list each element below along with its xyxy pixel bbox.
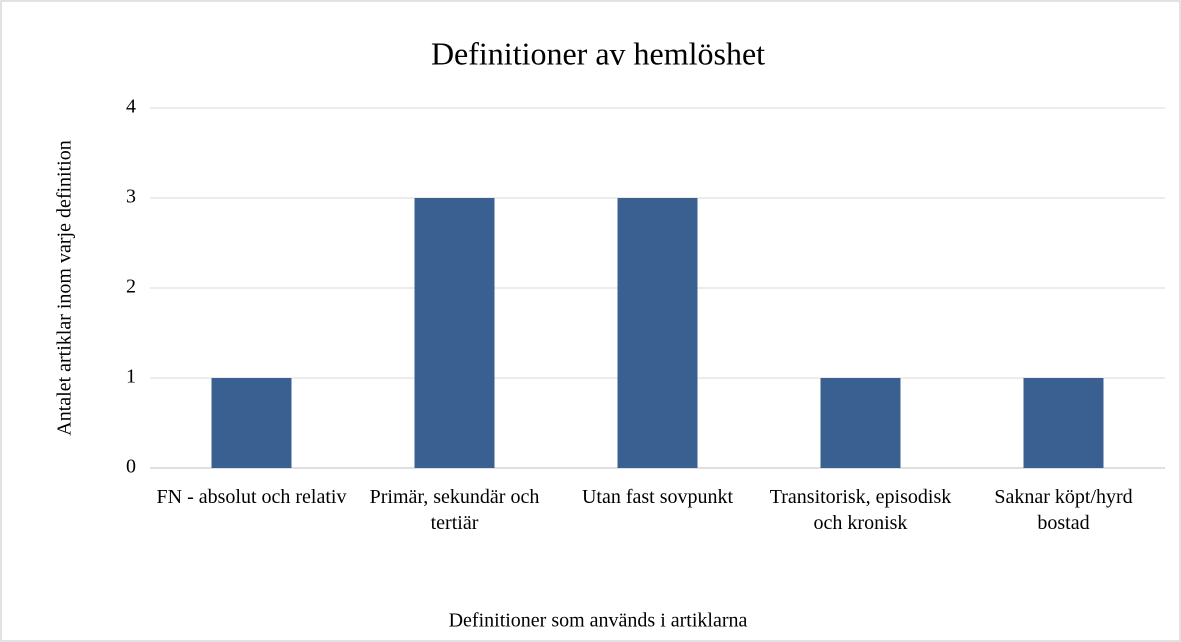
x-tick-label: Primär, sekundär och tertiär — [369, 486, 540, 534]
bar — [414, 198, 495, 468]
bar — [820, 378, 901, 468]
x-tick-label: Saknar köpt/hyrd bostad — [994, 486, 1133, 534]
x-tick-label: FN - absolut och relativ — [156, 486, 347, 508]
x-axis-label: Definitioner som används i artiklarna — [449, 610, 748, 632]
y-tick-label: 4 — [126, 96, 136, 118]
x-tick-label: Transitorisk, episodisk och kronisk — [769, 486, 952, 534]
y-tick-label: 0 — [126, 456, 136, 478]
x-tick-label: Utan fast sovpunkt — [581, 486, 734, 508]
y-tick-label: 2 — [126, 276, 136, 298]
y-axis-label: Antalet artiklar inom varje definition — [54, 140, 76, 435]
bar — [617, 198, 698, 468]
chart-title: Definitioner av hemlöshet — [431, 35, 765, 71]
y-tick-label: 3 — [126, 186, 136, 208]
bar — [211, 378, 292, 468]
y-tick-label: 1 — [126, 366, 136, 388]
bar — [1023, 378, 1104, 468]
